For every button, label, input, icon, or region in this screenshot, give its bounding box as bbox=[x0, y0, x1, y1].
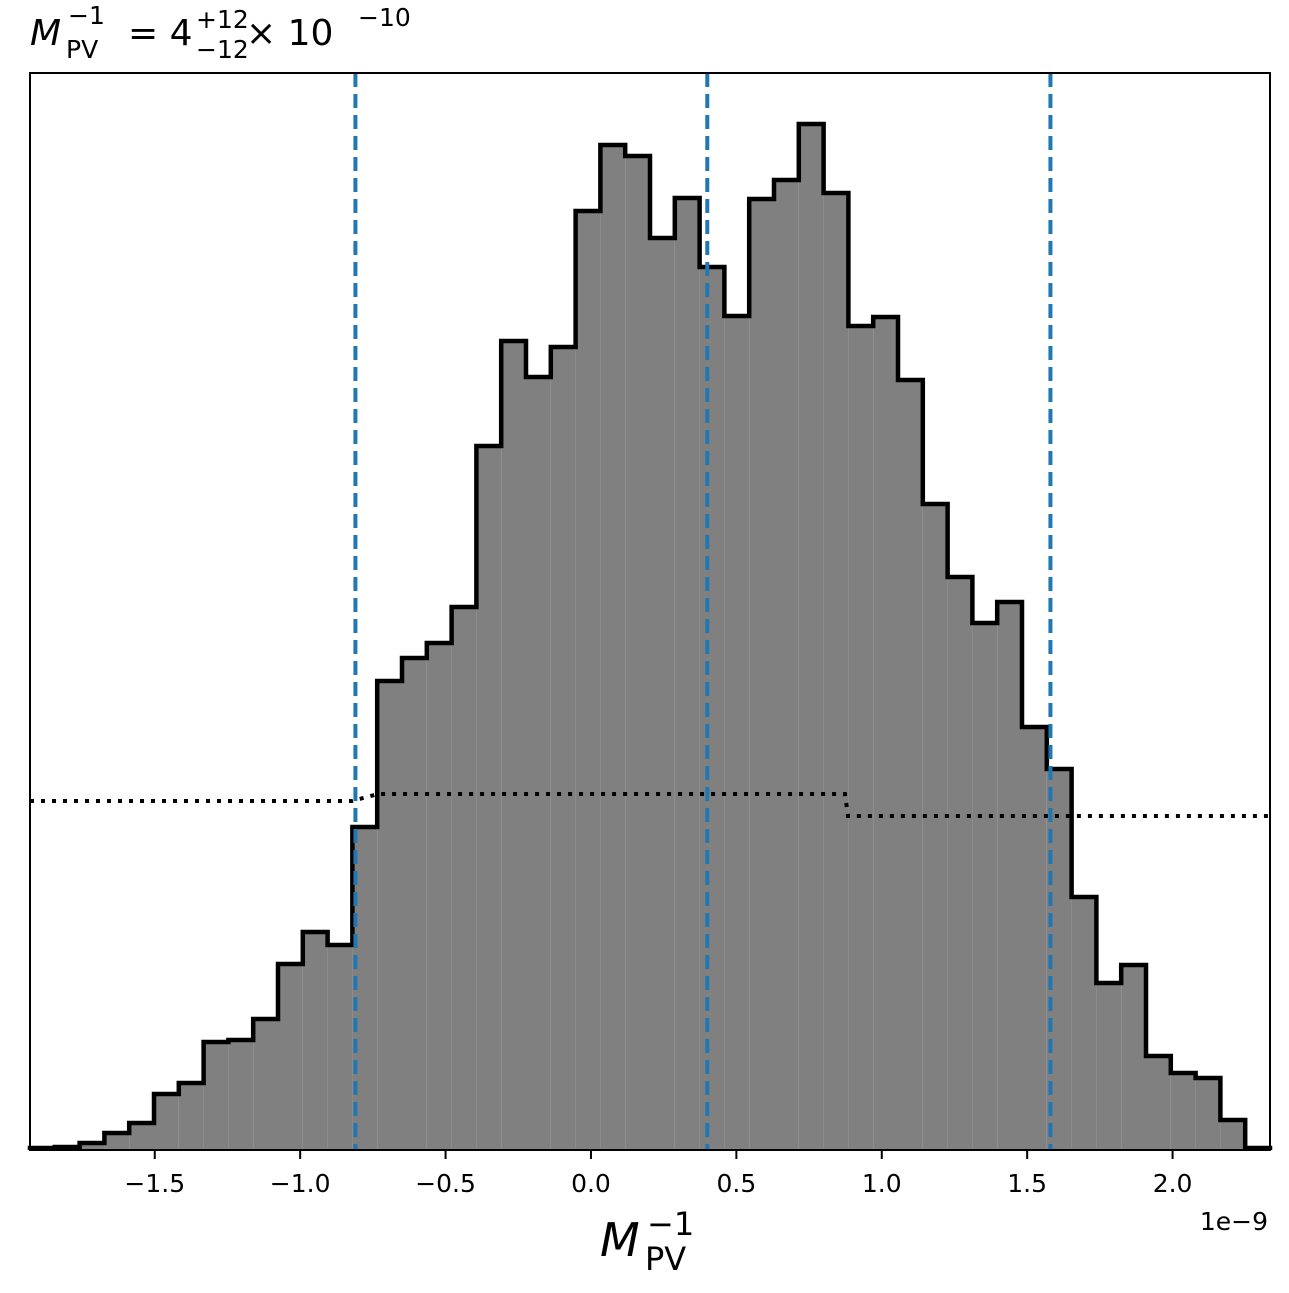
bar bbox=[774, 180, 799, 1150]
bar bbox=[129, 1123, 154, 1150]
bar bbox=[302, 932, 328, 1150]
title: M −1 PV = 4 +12 −12 × 10 −10 bbox=[30, 1, 411, 64]
x-label-symbol: M bbox=[600, 1213, 640, 1267]
bar bbox=[1220, 1120, 1246, 1150]
bar bbox=[749, 199, 774, 1150]
bar bbox=[426, 643, 452, 1150]
title-times: × 10 bbox=[246, 13, 333, 54]
bar bbox=[154, 1094, 179, 1150]
bar bbox=[922, 504, 948, 1150]
bar bbox=[1071, 897, 1097, 1150]
bar bbox=[402, 658, 427, 1150]
title-exponent: −10 bbox=[358, 3, 411, 32]
bar bbox=[1022, 727, 1047, 1150]
bar bbox=[526, 377, 551, 1150]
bar bbox=[972, 623, 998, 1150]
bar bbox=[327, 945, 353, 1150]
bar bbox=[1096, 983, 1122, 1150]
bar bbox=[575, 211, 601, 1150]
bar bbox=[898, 380, 923, 1150]
bar bbox=[699, 267, 725, 1150]
bar bbox=[178, 1083, 204, 1150]
bar bbox=[798, 124, 824, 1150]
bar bbox=[550, 347, 576, 1150]
bar bbox=[377, 681, 402, 1150]
title-equals: = 4 bbox=[128, 13, 193, 54]
bar bbox=[823, 193, 849, 1150]
x-tick-label: 1.5 bbox=[1007, 1169, 1047, 1198]
bar bbox=[1121, 965, 1146, 1150]
bar bbox=[451, 607, 477, 1150]
bar bbox=[476, 446, 502, 1150]
bar bbox=[1170, 1073, 1196, 1150]
offset-text: 1e−9 bbox=[1200, 1207, 1268, 1236]
bar bbox=[674, 198, 700, 1150]
histogram-outline bbox=[27, 121, 1273, 1151]
bar bbox=[997, 602, 1022, 1150]
bar bbox=[253, 1019, 278, 1150]
title-symbol: M bbox=[30, 13, 61, 54]
title-sub: PV bbox=[66, 35, 98, 64]
x-tick-label: −0.5 bbox=[415, 1169, 476, 1198]
x-tick-label: −1.0 bbox=[270, 1169, 331, 1198]
x-tick-label: 0.0 bbox=[571, 1169, 611, 1198]
bar bbox=[203, 1042, 229, 1150]
bar bbox=[79, 1143, 105, 1150]
bar bbox=[600, 145, 626, 1150]
bar bbox=[625, 156, 650, 1150]
x-tick-label: 2.0 bbox=[1153, 1169, 1193, 1198]
title-sup: −1 bbox=[68, 1, 105, 30]
bar bbox=[848, 326, 874, 1150]
bar bbox=[501, 341, 526, 1150]
bar bbox=[1146, 1056, 1171, 1150]
x-label-sup: −1 bbox=[647, 1205, 694, 1243]
bar bbox=[1195, 1078, 1221, 1150]
bar bbox=[724, 316, 750, 1150]
title-upper: +12 bbox=[196, 5, 249, 34]
bar bbox=[650, 238, 675, 1150]
x-label: M −1 PV bbox=[600, 1205, 694, 1278]
x-tick-label: 1.0 bbox=[862, 1169, 902, 1198]
bar bbox=[228, 1040, 254, 1150]
title-lower: −12 bbox=[196, 35, 249, 64]
bar bbox=[278, 964, 303, 1150]
bar bbox=[104, 1133, 130, 1150]
bar bbox=[873, 317, 898, 1150]
x-tick-label: 0.5 bbox=[716, 1169, 756, 1198]
plot-frame bbox=[29, 72, 1271, 1151]
x-label-sub: PV bbox=[645, 1240, 686, 1278]
bar bbox=[947, 577, 973, 1150]
x-tick-label: −1.5 bbox=[124, 1169, 185, 1198]
